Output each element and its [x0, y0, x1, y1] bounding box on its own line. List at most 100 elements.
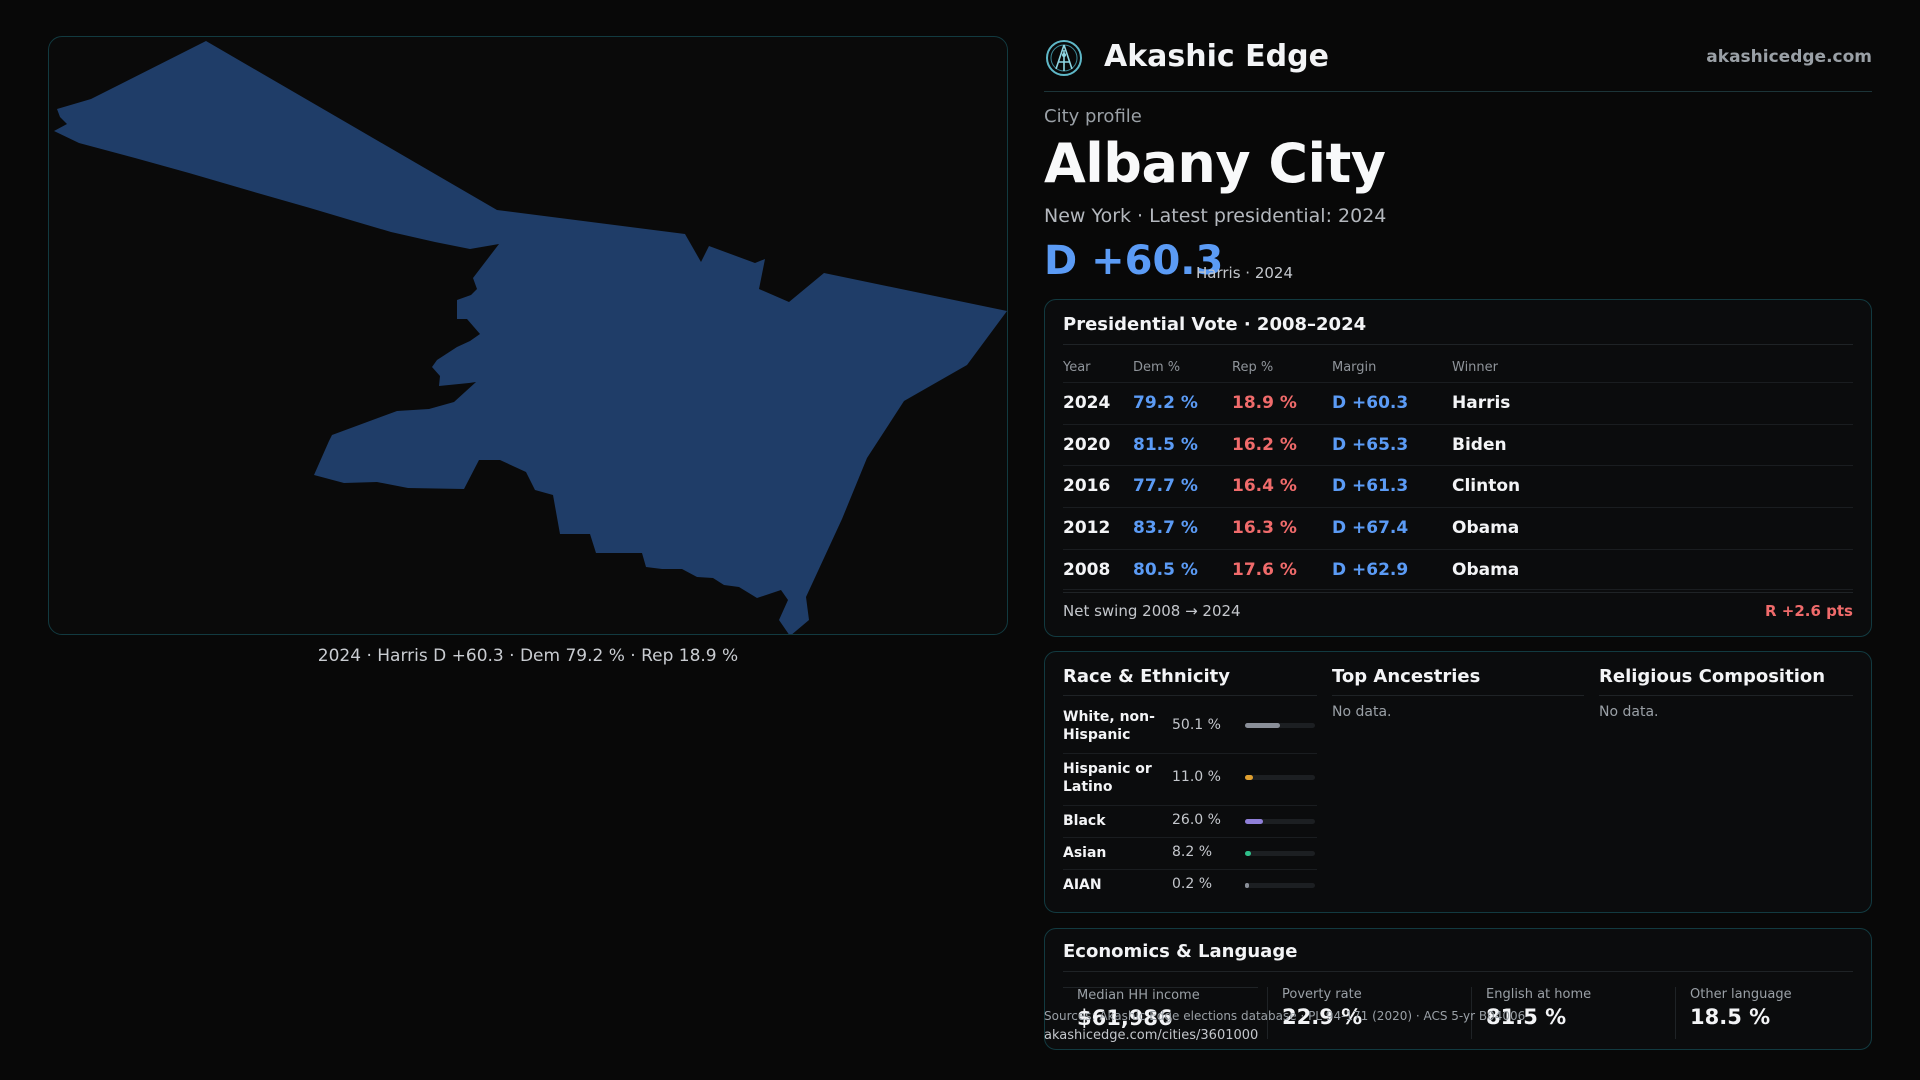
race-bar — [1245, 723, 1315, 728]
cell-rep: 16.4 % — [1232, 476, 1297, 496]
latest-election: Latest presidential: 2024 — [1149, 205, 1387, 227]
cell-rep: 16.2 % — [1232, 435, 1297, 455]
stat-label: Other language — [1690, 987, 1792, 1002]
religion-title: Religious Composition — [1599, 666, 1853, 696]
race-row: Black 26.0 % — [1063, 806, 1317, 838]
cell-year: 2008 — [1063, 560, 1111, 580]
race-bar — [1245, 851, 1315, 856]
divider — [1063, 344, 1853, 345]
economics-title: Economics & Language — [1063, 941, 1298, 962]
race-name: White, non-Hispanic — [1063, 709, 1155, 743]
ancestries-title: Top Ancestries — [1332, 666, 1584, 696]
cell-margin: D +65.3 — [1332, 435, 1409, 455]
akashic-edge-logo-icon — [1046, 40, 1082, 76]
table-header: Year Dem % Rep % Margin Winner — [1063, 352, 1853, 382]
brand-name: Akashic Edge — [1104, 39, 1329, 74]
race-pct: 50.1 % — [1172, 717, 1221, 733]
cell-dem: 80.5 % — [1133, 560, 1198, 580]
cell-winner: Obama — [1452, 560, 1520, 580]
race-name: Black — [1063, 813, 1106, 829]
race-row: Hispanic or Latino 11.0 % — [1063, 754, 1317, 806]
demographics-card: Race & Ethnicity White, non-Hispanic 50.… — [1044, 651, 1872, 913]
cell-dem: 79.2 % — [1133, 393, 1198, 413]
cell-winner: Clinton — [1452, 476, 1521, 496]
page-footer: Sources: Akashic Edge elections database… — [1044, 1006, 1525, 1046]
state-name: New York — [1044, 205, 1132, 227]
stat-label: Poverty rate — [1282, 987, 1362, 1002]
stat-label: English at home — [1486, 987, 1592, 1002]
race-pct: 8.2 % — [1172, 844, 1213, 860]
header-rep: Rep % — [1232, 360, 1274, 375]
cell-winner: Harris — [1452, 393, 1511, 413]
presidential-card-title: Presidential Vote · 2008–2024 — [1063, 314, 1367, 335]
race-bar-fill — [1245, 723, 1281, 728]
race-name: Hispanic or Latino — [1063, 761, 1152, 795]
race-list: White, non-Hispanic 50.1 % Hispanic or L… — [1063, 696, 1317, 906]
stat-value: $61,986 — [1077, 1006, 1173, 1030]
race-row: AIAN 0.2 % — [1063, 870, 1317, 900]
page-subtitle: New York · Latest presidential: 2024 — [1044, 205, 1386, 227]
stat-median-income: Median HH income $61,986 — [1063, 987, 1258, 1039]
race-name: Asian — [1063, 845, 1107, 861]
race-row: Asian 8.2 % — [1063, 838, 1317, 870]
cell-year: 2016 — [1063, 476, 1111, 496]
race-bar-fill — [1245, 775, 1253, 780]
economics-card: Economics & Language Median HH income $6… — [1044, 928, 1872, 1050]
net-swing-row: Net swing 2008 → 2024 R +2.6 pts — [1063, 592, 1853, 632]
cell-rep: 18.9 % — [1232, 393, 1297, 413]
cell-margin: D +61.3 — [1332, 476, 1409, 496]
net-swing-value: R +2.6 pts — [1765, 602, 1853, 620]
page-url-link[interactable]: akashicedge.com/cities/3601000 — [1044, 1028, 1259, 1043]
table-row: 2020 81.5 % 16.2 % D +65.3 Biden — [1063, 424, 1853, 465]
cell-margin: D +62.9 — [1332, 560, 1409, 580]
stat-value: 81.5 % — [1486, 1005, 1567, 1029]
stat-poverty-rate: Poverty rate 22.9 % — [1267, 987, 1462, 1039]
presidential-vote-card: Presidential Vote · 2008–2024 Year Dem %… — [1044, 299, 1872, 637]
race-bar-fill — [1245, 883, 1249, 888]
race-pct: 0.2 % — [1172, 876, 1213, 892]
net-swing-label: Net swing 2008 → 2024 — [1063, 602, 1241, 620]
race-bar — [1245, 775, 1315, 780]
ancestries-section: Top Ancestries No data. — [1332, 666, 1584, 720]
city-boundary-shape — [54, 41, 1007, 634]
city-boundary-svg — [54, 41, 1007, 634]
stat-value: 18.5 % — [1690, 1005, 1771, 1029]
page-title: Albany City — [1044, 132, 1386, 195]
race-bar — [1245, 883, 1315, 888]
cell-year: 2020 — [1063, 435, 1111, 455]
table-row: 2012 83.7 % 16.3 % D +67.4 Obama — [1063, 507, 1853, 548]
religion-section: Religious Composition No data. — [1599, 666, 1853, 720]
race-row: White, non-Hispanic 50.1 % — [1063, 704, 1317, 754]
header-winner: Winner — [1452, 360, 1499, 375]
city-map[interactable] — [48, 36, 1008, 635]
race-pct: 26.0 % — [1172, 812, 1221, 828]
divider — [1063, 971, 1853, 972]
headline-margin-note: Harris · 2024 — [1196, 264, 1294, 282]
race-pct: 11.0 % — [1172, 769, 1221, 785]
stat-english-at-home: English at home 81.5 % — [1471, 987, 1666, 1039]
race-section-title: Race & Ethnicity — [1063, 666, 1317, 696]
cell-year: 2024 — [1063, 393, 1111, 413]
race-bar-fill — [1245, 819, 1264, 824]
cell-dem: 83.7 % — [1133, 518, 1198, 538]
cell-dem: 81.5 % — [1133, 435, 1198, 455]
stat-label: Median HH income — [1077, 988, 1200, 1003]
ancestries-empty: No data. — [1332, 704, 1392, 720]
race-bar-fill — [1245, 851, 1251, 856]
cell-margin: D +60.3 — [1332, 393, 1409, 413]
race-ethnicity-section: Race & Ethnicity White, non-Hispanic 50.… — [1063, 666, 1317, 906]
cell-dem: 77.7 % — [1133, 476, 1198, 496]
cell-margin: D +67.4 — [1332, 518, 1409, 538]
brand-header: Akashic Edge akashicedge.com — [1044, 36, 1872, 92]
table-row: 2008 80.5 % 17.6 % D +62.9 Obama — [1063, 549, 1853, 590]
table-row: 2024 79.2 % 18.9 % D +60.3 Harris — [1063, 382, 1853, 423]
separator-dot: · — [1137, 205, 1144, 227]
race-bar — [1245, 819, 1315, 824]
brand-url-link[interactable]: akashicedge.com — [1706, 47, 1872, 67]
cell-year: 2012 — [1063, 518, 1111, 538]
header-margin: Margin — [1332, 360, 1377, 375]
header-year: Year — [1063, 360, 1091, 375]
cell-rep: 16.3 % — [1232, 518, 1297, 538]
cell-winner: Biden — [1452, 435, 1507, 455]
